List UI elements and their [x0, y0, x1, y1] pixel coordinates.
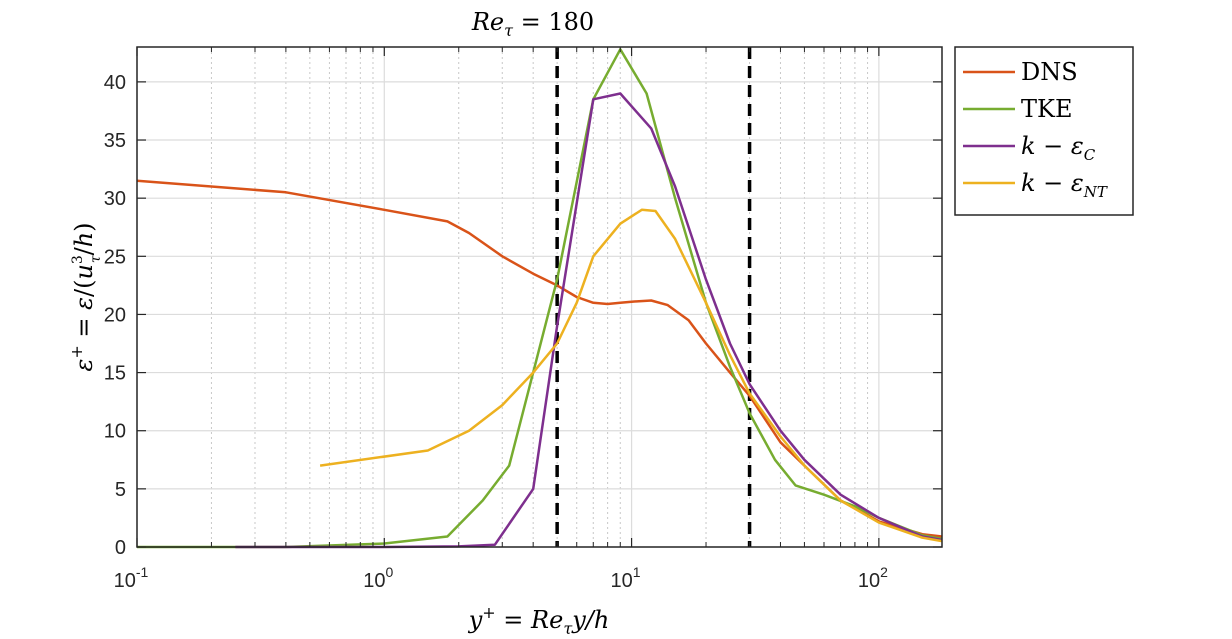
plot-frame — [136, 46, 943, 548]
y-tick-label: 0 — [115, 537, 126, 559]
x-tick-exponent: 2 — [880, 564, 888, 580]
x-tick-exponent: 1 — [633, 564, 641, 580]
legend-box — [954, 46, 1134, 216]
series-layer — [137, 48, 942, 549]
y-tick-label: 20 — [104, 304, 126, 326]
y-tick-label: 30 — [104, 188, 126, 210]
reference-lines — [555, 47, 752, 547]
series-line — [319, 208, 942, 543]
legend-label: k − εC — [1021, 132, 1096, 164]
chart-title: Reτ = 180 — [471, 8, 594, 40]
x-tick-exponent: -1 — [136, 564, 149, 580]
y-tick-label: 10 — [104, 421, 126, 443]
x-tick-exponent: 0 — [386, 564, 394, 580]
y-tick-labels: 0 5 10 15 20 25 30 35 40 — [104, 72, 126, 559]
y-tick-label: 35 — [104, 130, 126, 152]
y-tick-label: 15 — [104, 363, 126, 385]
y-tick-label: 5 — [115, 479, 126, 501]
plot-area — [137, 47, 942, 547]
y-tick-label: 25 — [104, 246, 126, 268]
legend-label: TKE — [1021, 95, 1072, 123]
axis-ticks — [136, 47, 942, 548]
series-line — [235, 92, 942, 549]
y-tick-label: 40 — [104, 72, 126, 94]
legend-label: DNS — [1021, 58, 1078, 86]
